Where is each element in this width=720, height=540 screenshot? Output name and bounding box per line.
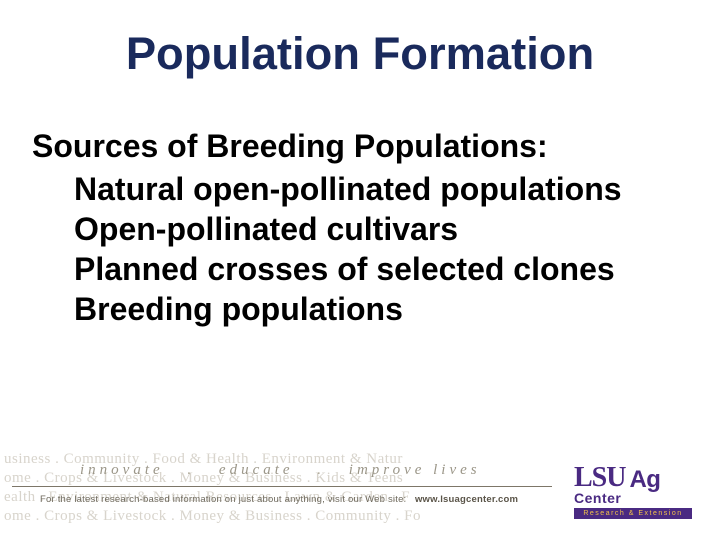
footer-tagline: innovate . educate . improve lives	[80, 462, 481, 479]
logo-top-row: LSU Ag	[574, 464, 704, 492]
list-item: Natural open-pollinated populations	[74, 169, 688, 209]
slide: Population Formation Sources of Breeding…	[0, 0, 720, 540]
list-item: Open-pollinated cultivars	[74, 209, 688, 249]
footer-subline: For the latest research-based informatio…	[40, 494, 518, 505]
content-items: Natural open-pollinated populations Open…	[32, 169, 688, 329]
footer-url: www.lsuagcenter.com	[415, 494, 518, 505]
content-block: Sources of Breeding Populations: Natural…	[32, 128, 688, 329]
footer-divider	[12, 486, 552, 487]
tagline-word: improve lives	[349, 462, 481, 478]
tagline-word: innovate	[80, 462, 164, 478]
tagline-word: educate	[219, 462, 294, 478]
lsu-agcenter-logo: LSU Ag Center Research & Extension	[574, 464, 704, 528]
content-heading: Sources of Breeding Populations:	[32, 128, 688, 165]
subline-text: For the latest research-based informatio…	[40, 494, 406, 505]
footer: usiness . Community . Food & Health . En…	[0, 450, 720, 540]
logo-lsu-text: LSU	[574, 464, 625, 492]
logo-bar-text: Research & Extension	[574, 508, 692, 519]
slide-title: Population Formation	[0, 28, 720, 80]
list-item: Planned crosses of selected clones	[74, 249, 688, 289]
logo-ag-text: Ag	[629, 466, 660, 493]
list-item: Breeding populations	[74, 289, 688, 329]
tagline-separator-icon: .	[187, 462, 195, 479]
tagline-separator-icon: .	[317, 462, 325, 479]
